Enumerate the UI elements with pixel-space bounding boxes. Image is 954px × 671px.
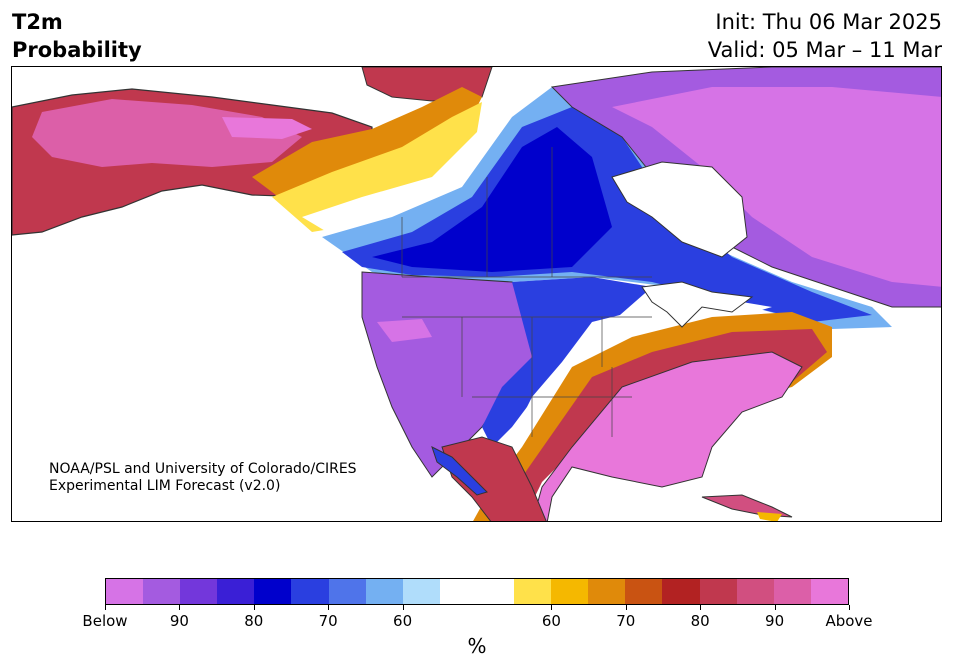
colorbar-segment [625,579,663,604]
colorbar-segment [439,579,477,604]
colorbar-segment [143,579,181,604]
colorbar-tick-label: 60 [393,612,413,630]
great-lakes [641,281,754,328]
map-canvas [12,67,941,521]
hudson-bay [611,161,748,258]
credit-line-2: Experimental LIM Forecast (v2.0) [49,478,281,494]
colorbar-tick-mark [253,605,255,610]
colorbar-segment [365,579,403,604]
yellow-band [272,102,482,232]
probability-map: NOAA/PSL and University of Colorado/CIRE… [11,66,942,522]
colorbar-tick-mark [774,605,776,610]
state-borders [401,147,652,437]
colorbar-tick-label: 70 [318,612,338,630]
colorbar-tick-mark [700,605,702,610]
colorbar-tick-label: 60 [541,612,561,630]
colorbar-tick-mark [105,605,106,610]
colorbar-ticks: Below 90 80 70 60 60 70 80 90 Above [0,612,954,632]
colorbar-tick-label: 90 [765,612,785,630]
colorbar-tick-label: 80 [690,612,710,630]
alaska-core [32,99,302,167]
colorbar-tick-mark [402,605,404,610]
map-title: T2m Probability [12,8,142,64]
colorbar-segment [551,579,589,604]
forecast-dates: Init: Thu 06 Mar 2025 Valid: 05 Mar – 11… [708,8,942,64]
colorbar-tick-label: 70 [616,612,636,630]
colorbar-segment [402,579,440,604]
colorbar-segment [217,579,255,604]
colorbar [105,578,849,605]
colorbar-segment [773,579,811,604]
colorbar-unit: % [467,634,487,658]
credit-text: NOAA/PSL and University of Colorado/CIRE… [49,461,357,495]
colorbar-segment [328,579,366,604]
colorbar-segment [662,579,700,604]
colorbar-segment [254,579,292,604]
valid-range: Valid: 05 Mar – 11 Mar [707,38,942,62]
colorbar-tick-mark [328,605,330,610]
alaska-peak [222,117,312,139]
colorbar-tick-mark [551,605,553,610]
western-us-spot [377,319,432,342]
mexico-region [441,436,547,521]
colorbar-segment [699,579,737,604]
caribbean-yellow [757,512,782,521]
colorbar-segment [514,579,552,604]
colorbar-tick-label: Below [82,612,128,630]
colorbar-segment [736,579,774,604]
colorbar-tick-label: Above [825,612,873,630]
colorbar-tick-label: 80 [244,612,264,630]
init-date: Init: Thu 06 Mar 2025 [715,10,942,34]
caribbean-cuba [701,494,793,518]
colorbar-segment [588,579,626,604]
east-canada-core [612,87,941,287]
credit-line-1: NOAA/PSL and University of Colorado/CIRE… [49,461,357,477]
colorbar-tick-label: 90 [169,612,189,630]
colorbar-tick-mark [849,605,850,610]
title-field: Probability [12,38,142,62]
colorbar-segment [810,579,848,604]
colorbar-segment [476,579,515,604]
colorbar-tick-mark [625,605,627,610]
neutral-band [302,87,532,247]
colorbar-segment [106,579,144,604]
title-variable: T2m [12,10,63,34]
colorbar-segment [291,579,329,604]
colorbar-tick-mark [179,605,181,610]
colorbar-segment [180,579,218,604]
baja-peninsula [431,446,488,496]
